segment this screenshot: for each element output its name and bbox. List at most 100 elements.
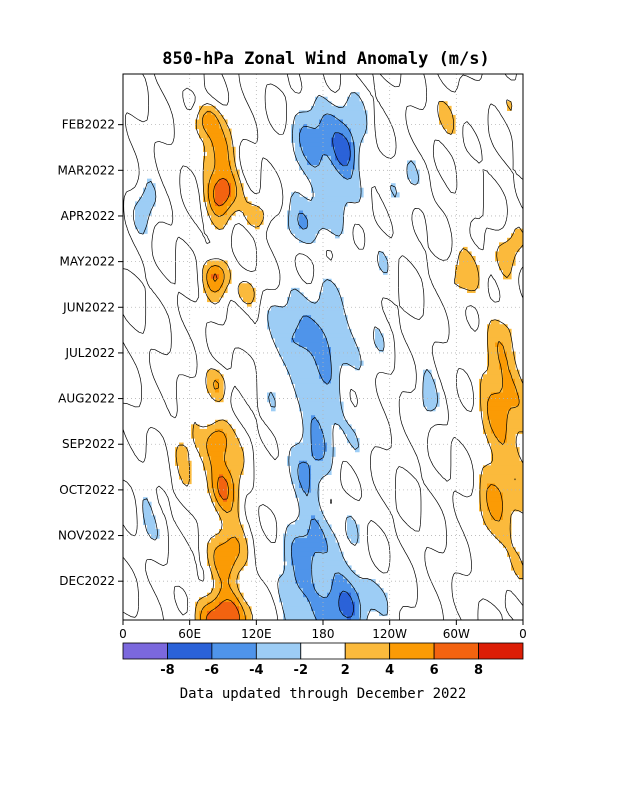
- field-cell: [219, 506, 224, 512]
- field-cell: [283, 601, 288, 607]
- field-cell: [339, 124, 344, 130]
- field-cell: [283, 333, 288, 339]
- field-cell: [335, 328, 340, 334]
- field-cell: [307, 542, 312, 548]
- field-cell: [519, 415, 523, 421]
- field-cell: [503, 419, 508, 425]
- field-cell: [215, 447, 220, 453]
- field-cell: [503, 510, 508, 516]
- field-cell: [339, 337, 344, 344]
- field-cell: [319, 128, 324, 134]
- field-cell: [431, 378, 436, 384]
- field-cell: [515, 401, 520, 407]
- field-cell: [219, 465, 224, 471]
- field-cell: [247, 201, 252, 207]
- field-cell: [463, 265, 468, 271]
- field-cell: [211, 465, 216, 471]
- field-cell: [343, 610, 348, 617]
- field-cell: [323, 469, 328, 475]
- field-cell: [339, 551, 344, 557]
- field-cell: [327, 210, 332, 216]
- field-cell: [307, 397, 312, 403]
- field-cell: [139, 196, 144, 202]
- field-cell: [331, 310, 336, 316]
- colorbar-swatch: [478, 642, 524, 660]
- field-cell: [331, 533, 336, 539]
- field-cell: [499, 410, 504, 416]
- field-cell: [311, 492, 316, 498]
- field-cell: [279, 579, 284, 585]
- field-cell: [495, 374, 500, 380]
- field-cell: [351, 146, 356, 152]
- field-cell: [219, 165, 224, 171]
- field-cell: [423, 383, 428, 389]
- field-cell: [223, 442, 228, 448]
- field-cell: [279, 347, 284, 353]
- field-cell: [331, 369, 336, 375]
- field-cell: [327, 533, 332, 539]
- field-cell: [519, 233, 523, 239]
- field-cell: [311, 506, 316, 512]
- field-cell: [423, 401, 428, 407]
- field-cell: [487, 492, 492, 498]
- field-cell: [295, 124, 300, 130]
- field-cell: [471, 265, 476, 271]
- field-cell: [307, 519, 312, 526]
- field-cell: [199, 606, 204, 612]
- field-cell: [295, 319, 300, 325]
- field-cell: [231, 433, 236, 439]
- field-cell: [499, 474, 504, 480]
- field-cell: [503, 483, 508, 489]
- field-cell: [363, 583, 368, 589]
- field-cell: [295, 205, 300, 212]
- field-cell: [295, 333, 300, 339]
- field-cell: [243, 210, 248, 216]
- field-cell: [431, 397, 436, 403]
- field-cell: [303, 460, 308, 466]
- field-cell: [311, 124, 316, 130]
- field-cell: [359, 588, 364, 594]
- field-cell: [291, 456, 296, 462]
- field-cell: [303, 456, 308, 462]
- field-cell: [275, 342, 280, 348]
- field-cell: [139, 219, 144, 225]
- field-cell: [235, 174, 240, 180]
- field-cell: [339, 183, 344, 189]
- field-cell: [315, 306, 320, 312]
- field-cell: [323, 410, 328, 416]
- field-cell: [315, 142, 320, 148]
- field-cell: [215, 492, 220, 498]
- field-cell: [219, 565, 224, 571]
- field-cell: [371, 597, 376, 603]
- field-cell: [207, 110, 212, 116]
- field-cell: [227, 610, 232, 617]
- field-cell: [207, 128, 212, 134]
- field-cell: [307, 224, 312, 230]
- field-cell: [311, 201, 316, 207]
- field-cell: [219, 187, 224, 193]
- field-cell: [499, 515, 504, 521]
- field-cell: [331, 333, 336, 339]
- field-cell: [219, 560, 224, 566]
- field-cell: [199, 597, 204, 603]
- field-cell: [283, 588, 288, 594]
- colorbar-tick-label: -4: [249, 663, 263, 678]
- field-cell: [351, 169, 356, 175]
- field-cell: [383, 597, 388, 603]
- field-cell: [491, 483, 496, 489]
- field-cell: [323, 529, 328, 535]
- field-cell: [195, 124, 200, 130]
- field-cell: [287, 615, 292, 620]
- field-cell: [219, 447, 224, 453]
- field-cell: [195, 424, 200, 430]
- field-cell: [483, 469, 488, 475]
- field-cell: [331, 219, 336, 225]
- field-cell: [311, 456, 316, 462]
- field-cell: [231, 474, 236, 480]
- field-cell: [347, 351, 352, 357]
- field-cell: [519, 560, 523, 566]
- field-cell: [323, 465, 328, 471]
- field-cell: [311, 387, 316, 394]
- field-cell: [307, 533, 312, 539]
- field-cell: [343, 155, 348, 162]
